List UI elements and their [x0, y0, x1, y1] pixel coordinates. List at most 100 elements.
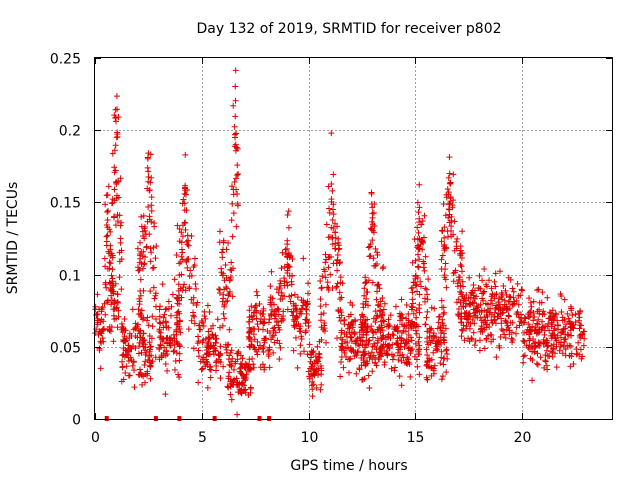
data-point	[416, 204, 423, 211]
data-point	[283, 279, 290, 286]
data-point	[213, 363, 220, 370]
data-point	[126, 330, 133, 337]
data-point	[300, 299, 307, 306]
data-point	[362, 274, 369, 281]
data-point	[183, 238, 190, 245]
data-point	[457, 261, 464, 268]
data-point	[160, 350, 167, 357]
data-point	[387, 312, 394, 319]
data-point	[366, 385, 373, 392]
data-point	[294, 364, 301, 371]
data-point	[277, 344, 284, 351]
data-point	[333, 260, 340, 267]
data-point	[280, 308, 287, 315]
data-point	[403, 301, 410, 308]
data-point	[376, 349, 383, 356]
data-point	[174, 321, 181, 328]
data-point	[329, 284, 336, 291]
data-point	[202, 315, 209, 322]
data-point	[159, 281, 166, 288]
data-point	[332, 229, 339, 236]
data-point	[309, 393, 316, 400]
data-point	[182, 191, 189, 198]
data-point	[108, 324, 115, 331]
data-point	[438, 376, 445, 383]
data-point	[508, 335, 515, 342]
data-point	[548, 342, 555, 349]
data-point	[330, 211, 337, 218]
data-point	[147, 245, 154, 252]
data-point	[181, 190, 188, 197]
data-point	[471, 320, 478, 327]
data-point	[577, 331, 584, 338]
data-point	[329, 241, 336, 248]
data-point	[173, 314, 180, 321]
data-point	[114, 291, 121, 298]
data-point	[181, 207, 188, 214]
data-point	[337, 318, 344, 325]
x-axis: 0 5 10 15 20	[91, 58, 531, 446]
data-point	[207, 374, 214, 381]
data-point	[230, 366, 237, 373]
data-point	[333, 283, 340, 290]
data-point	[434, 325, 441, 332]
data-point	[408, 323, 415, 330]
data-point	[414, 263, 421, 270]
data-point	[355, 348, 362, 355]
data-point	[146, 231, 153, 238]
data-point	[362, 320, 369, 327]
data-point	[516, 322, 523, 329]
data-point	[520, 353, 527, 360]
x-tick-label: 10	[301, 430, 319, 446]
data-point	[238, 390, 245, 397]
data-points	[92, 67, 588, 418]
data-point	[338, 329, 345, 336]
data-point	[206, 309, 213, 316]
data-point	[204, 384, 211, 391]
data-point	[370, 255, 377, 262]
data-point	[306, 375, 313, 382]
data-point	[116, 249, 123, 256]
data-point	[408, 337, 415, 344]
data-point	[479, 277, 486, 284]
data-point	[514, 280, 521, 287]
data-point	[229, 293, 236, 300]
data-point	[491, 316, 498, 323]
data-point	[285, 263, 292, 270]
data-point	[292, 305, 299, 312]
data-point	[438, 227, 445, 234]
data-point	[243, 371, 250, 378]
data-point	[232, 141, 239, 148]
data-point	[107, 242, 114, 249]
data-point	[97, 319, 104, 326]
data-point	[486, 277, 493, 284]
data-point	[361, 292, 368, 299]
data-point	[257, 310, 264, 317]
data-point	[136, 366, 143, 373]
data-point	[269, 334, 276, 341]
data-point	[543, 347, 550, 354]
gap-marker	[212, 416, 217, 421]
data-point	[405, 345, 412, 352]
data-point	[446, 154, 453, 161]
data-point	[326, 205, 333, 212]
data-point	[406, 344, 413, 351]
data-point	[139, 228, 146, 235]
data-point	[204, 359, 211, 366]
data-point	[369, 368, 376, 375]
data-point	[221, 315, 228, 322]
data-point	[104, 191, 111, 198]
data-point	[539, 318, 546, 325]
data-point	[230, 210, 237, 217]
data-point	[159, 320, 166, 327]
data-point	[478, 307, 485, 314]
data-point	[546, 353, 553, 360]
data-point	[372, 245, 379, 252]
data-point	[328, 180, 335, 187]
data-point	[367, 353, 374, 360]
data-point	[260, 305, 267, 312]
data-point	[250, 361, 257, 368]
data-point	[180, 284, 187, 291]
data-point	[209, 331, 216, 338]
data-point	[178, 229, 185, 236]
